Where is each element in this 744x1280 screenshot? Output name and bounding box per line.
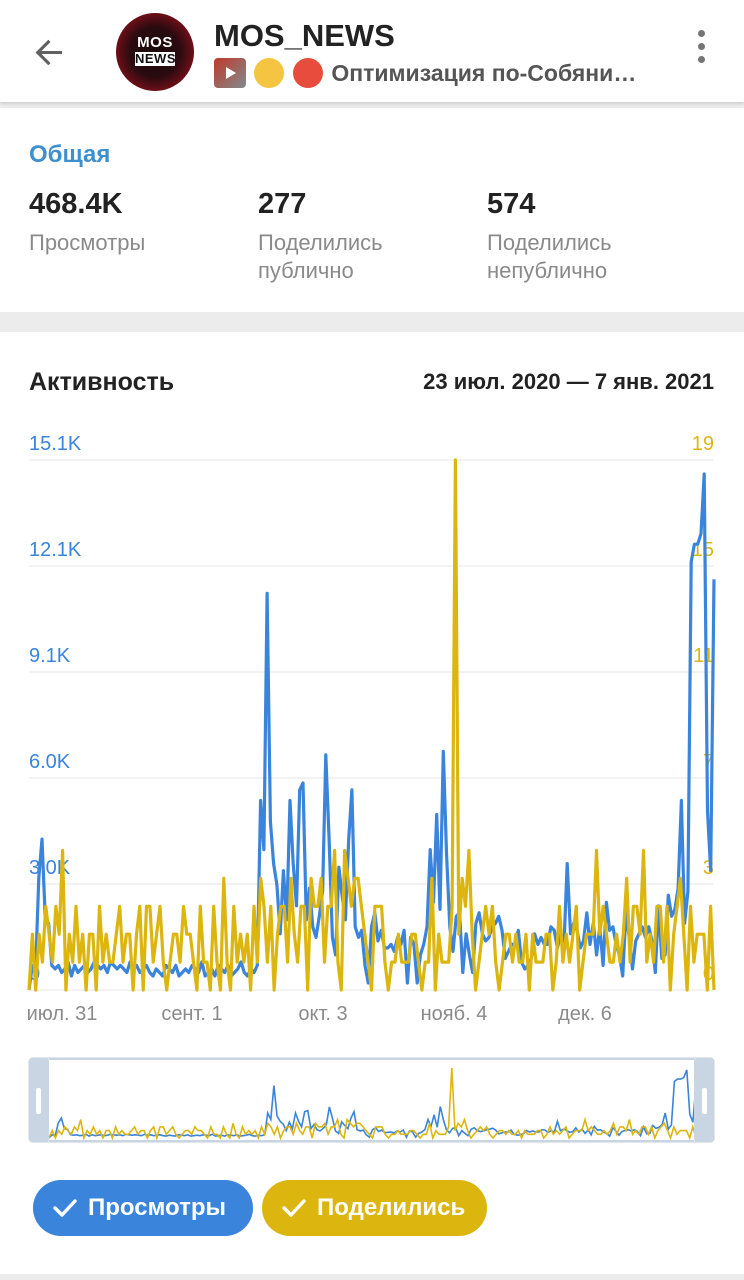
checkmark-icon	[53, 1199, 77, 1217]
series-line-views	[27, 472, 716, 991]
arrow-left-icon	[35, 39, 62, 66]
chip-label: Просмотры	[88, 1194, 227, 1221]
stat-public-shares: 277 Поделились публично	[258, 188, 418, 285]
channel-subtitle: Оптимизация по-Собяни…	[214, 58, 654, 90]
stat-label: Просмотры	[29, 230, 146, 255]
channel-avatar[interactable]: MOS NEWS	[116, 13, 194, 91]
navigator-left-grip	[36, 1088, 41, 1114]
x-tick-label: июл. 31	[27, 1003, 98, 1025]
y-left-tick-label: 12.1K	[29, 539, 82, 561]
x-tick-label: дек. 6	[558, 1003, 612, 1025]
stat-value: 277	[258, 188, 307, 220]
facepalm-emoji-icon	[254, 58, 285, 88]
more-options-button[interactable]	[688, 30, 714, 74]
y-left-tick-label: 6.0K	[29, 751, 71, 773]
stat-value: 574	[487, 188, 536, 220]
x-tick-label: окт. 3	[298, 1003, 347, 1025]
stat-private-shares: 574 Поделились непублично	[487, 188, 647, 285]
checkmark-icon	[282, 1199, 306, 1217]
y-left-tick-label: 9.1K	[29, 645, 71, 667]
subtitle-text: Оптимизация по-Собяни…	[331, 59, 637, 86]
activity-card: 0 0 3.0K 3 6.0K 7 9.1K 11 12.1K 15 15.1K 19 июл. 31 с…	[0, 332, 744, 1274]
y-right-tick-label: 11	[693, 645, 714, 667]
stat-label: Поделились публично	[258, 230, 383, 283]
avatar-logo: MOS NEWS	[135, 34, 176, 66]
y-right-tick-label: 3	[703, 857, 714, 879]
stat-views: 468.4K Просмотры	[29, 188, 229, 257]
x-tick-label: нояб. 4	[421, 1003, 488, 1025]
stat-label: Поделились непублично	[487, 230, 612, 283]
y-left-tick-label: 15.1K	[29, 433, 82, 455]
views-toggle-chip[interactable]: Просмотры	[33, 1180, 253, 1236]
general-stats-card: Общая 468.4K Просмотры 277 Поделились пу…	[0, 108, 744, 312]
shares-toggle-chip[interactable]: Поделились	[262, 1180, 487, 1236]
navigator-right-grip	[702, 1088, 707, 1114]
cursing-face-emoji-icon	[292, 58, 323, 88]
activity-date-range[interactable]: 23 июл. 2020 — 7 янв. 2021	[423, 369, 714, 394]
stat-value: 468.4K	[29, 188, 123, 220]
channel-title[interactable]: MOS_NEWS	[214, 18, 395, 53]
video-emoji-icon	[214, 58, 246, 88]
general-section-title: Общая	[29, 141, 111, 168]
app-header: MOS NEWS MOS_NEWS Оптимизация по-Собяни…	[0, 0, 744, 102]
series-line-shares	[27, 458, 716, 992]
y-right-tick-label: 19	[692, 433, 714, 455]
chip-label: Поделились	[317, 1194, 466, 1221]
x-tick-label: сент. 1	[161, 1003, 222, 1025]
navigator-line-shares	[48, 1067, 697, 1141]
y-right-tick-label: 15	[692, 539, 714, 561]
activity-title: Активность	[29, 368, 175, 396]
back-button[interactable]	[26, 28, 74, 76]
